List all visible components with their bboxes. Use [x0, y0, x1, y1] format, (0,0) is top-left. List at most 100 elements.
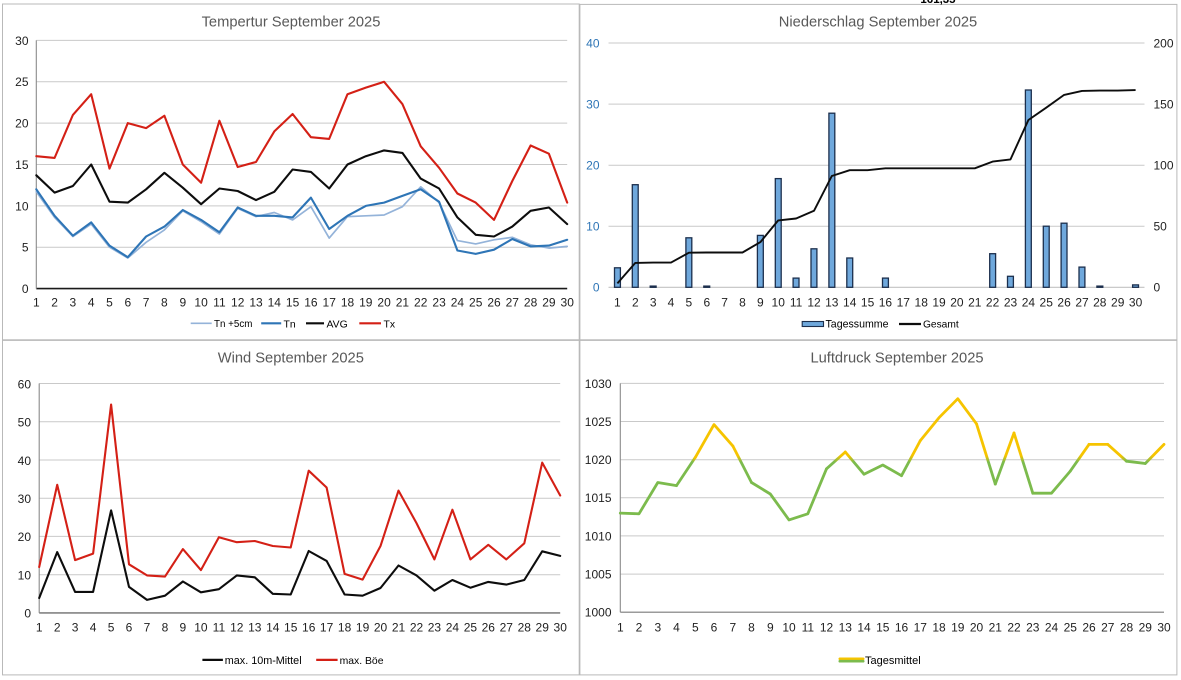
svg-text:2: 2 — [51, 296, 58, 310]
svg-text:15: 15 — [286, 296, 300, 310]
svg-text:2: 2 — [632, 296, 639, 310]
svg-text:Tn: Tn — [284, 320, 296, 331]
svg-text:10: 10 — [586, 220, 600, 234]
svg-text:2: 2 — [54, 621, 61, 635]
svg-text:4: 4 — [88, 296, 95, 310]
svg-text:28: 28 — [1093, 296, 1107, 310]
svg-text:Tempertur September 2025: Tempertur September 2025 — [202, 15, 381, 31]
svg-text:27: 27 — [506, 296, 520, 310]
svg-text:7: 7 — [729, 621, 736, 635]
svg-text:Tagessumme: Tagessumme — [826, 319, 889, 331]
svg-text:max. Böe: max. Böe — [340, 656, 384, 667]
svg-text:8: 8 — [748, 621, 755, 635]
svg-text:30: 30 — [18, 492, 32, 506]
svg-text:25: 25 — [1064, 621, 1078, 635]
svg-text:22: 22 — [414, 296, 428, 310]
svg-text:13: 13 — [839, 621, 853, 635]
svg-text:60: 60 — [18, 377, 32, 391]
svg-text:1010: 1010 — [585, 529, 612, 543]
svg-text:9: 9 — [179, 296, 186, 310]
svg-text:5: 5 — [106, 296, 113, 310]
svg-text:12: 12 — [230, 621, 244, 635]
svg-text:4: 4 — [668, 296, 675, 310]
svg-text:40: 40 — [18, 454, 32, 468]
svg-text:17: 17 — [320, 621, 334, 635]
svg-text:0: 0 — [1154, 281, 1161, 295]
svg-text:17: 17 — [914, 621, 928, 635]
svg-text:8: 8 — [739, 296, 746, 310]
svg-text:12: 12 — [807, 296, 821, 310]
svg-text:5: 5 — [22, 241, 29, 255]
svg-text:24: 24 — [1022, 296, 1036, 310]
svg-text:6: 6 — [703, 296, 710, 310]
svg-text:1000: 1000 — [585, 606, 612, 620]
svg-text:Tagesmittel: Tagesmittel — [865, 655, 921, 667]
svg-text:20: 20 — [18, 530, 32, 544]
svg-text:24: 24 — [451, 296, 465, 310]
svg-text:25: 25 — [1040, 296, 1054, 310]
svg-text:1005: 1005 — [585, 568, 612, 582]
svg-text:25: 25 — [469, 296, 483, 310]
svg-text:3: 3 — [70, 296, 77, 310]
svg-text:8: 8 — [161, 296, 168, 310]
svg-text:18: 18 — [915, 296, 929, 310]
svg-text:20: 20 — [950, 296, 964, 310]
svg-text:100: 100 — [1154, 159, 1174, 173]
svg-text:12: 12 — [231, 296, 245, 310]
svg-text:20: 20 — [586, 159, 600, 173]
svg-text:4: 4 — [90, 621, 97, 635]
svg-text:17: 17 — [897, 296, 911, 310]
svg-text:Tx: Tx — [384, 320, 396, 331]
svg-text:8: 8 — [162, 621, 169, 635]
svg-text:7: 7 — [143, 296, 150, 310]
svg-text:20: 20 — [374, 621, 388, 635]
svg-text:27: 27 — [1075, 296, 1089, 310]
svg-text:15: 15 — [15, 158, 29, 172]
svg-text:20: 20 — [970, 621, 984, 635]
svg-text:1: 1 — [614, 296, 621, 310]
svg-text:21: 21 — [989, 621, 1003, 635]
svg-text:10: 10 — [194, 296, 208, 310]
svg-text:50: 50 — [1154, 220, 1168, 234]
svg-text:26: 26 — [487, 296, 501, 310]
svg-text:9: 9 — [180, 621, 187, 635]
svg-text:10: 10 — [18, 569, 32, 583]
svg-text:18: 18 — [341, 296, 355, 310]
svg-text:150: 150 — [1154, 98, 1174, 112]
svg-text:20: 20 — [377, 296, 391, 310]
svg-text:21: 21 — [396, 296, 410, 310]
svg-text:3: 3 — [72, 621, 79, 635]
svg-text:30: 30 — [586, 98, 600, 112]
svg-text:11: 11 — [790, 296, 803, 310]
svg-text:16: 16 — [304, 296, 318, 310]
svg-text:10: 10 — [772, 296, 786, 310]
svg-text:5: 5 — [108, 621, 115, 635]
svg-text:12: 12 — [820, 621, 834, 635]
svg-text:23: 23 — [432, 296, 446, 310]
svg-text:28: 28 — [524, 296, 538, 310]
svg-text:22: 22 — [410, 621, 424, 635]
svg-text:1: 1 — [36, 621, 43, 635]
svg-text:11: 11 — [213, 621, 226, 635]
svg-text:1: 1 — [33, 296, 40, 310]
svg-text:1025: 1025 — [585, 415, 612, 429]
svg-text:1015: 1015 — [585, 491, 612, 505]
svg-text:Gesamt: Gesamt — [923, 320, 959, 331]
svg-text:27: 27 — [500, 621, 514, 635]
svg-text:1030: 1030 — [585, 377, 612, 391]
svg-text:6: 6 — [126, 621, 133, 635]
svg-text:11: 11 — [213, 296, 226, 310]
svg-text:18: 18 — [932, 621, 946, 635]
svg-text:26: 26 — [482, 621, 496, 635]
svg-text:28: 28 — [518, 621, 532, 635]
svg-text:29: 29 — [542, 296, 556, 310]
svg-text:1: 1 — [617, 621, 624, 635]
svg-text:50: 50 — [18, 416, 32, 430]
svg-text:7: 7 — [144, 621, 151, 635]
svg-text:24: 24 — [1045, 621, 1059, 635]
svg-text:1020: 1020 — [585, 453, 612, 467]
svg-text:26: 26 — [1082, 621, 1096, 635]
svg-text:18: 18 — [338, 621, 352, 635]
svg-text:5: 5 — [692, 621, 699, 635]
svg-text:23: 23 — [1026, 621, 1040, 635]
